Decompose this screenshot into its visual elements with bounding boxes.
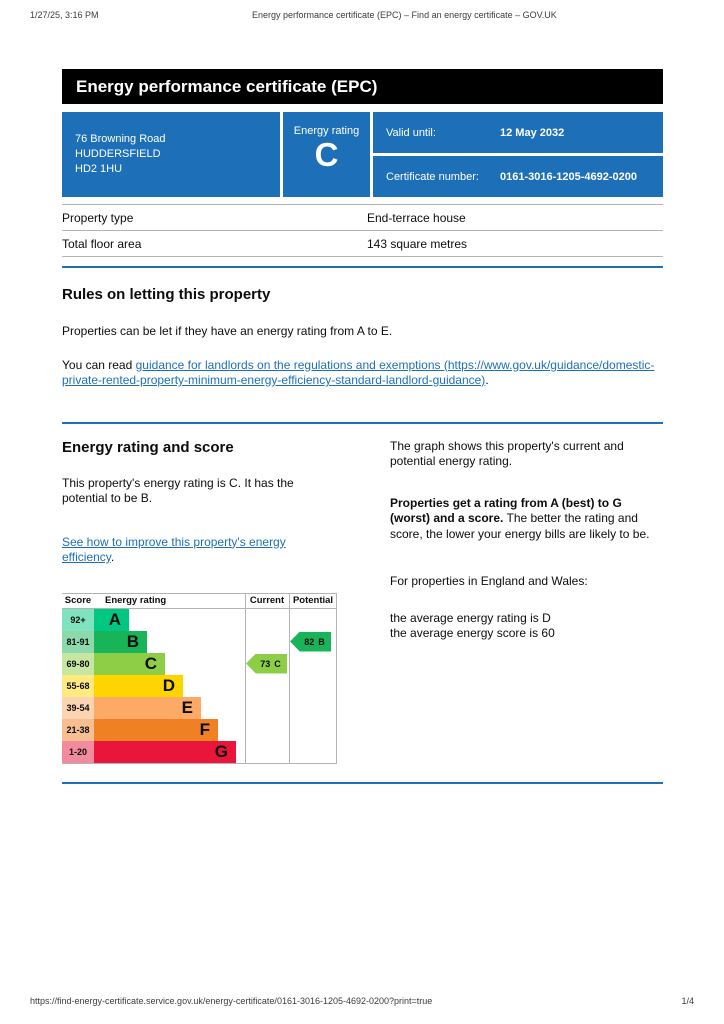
- rating-summary-paragraph: This property's energy rating is C. It h…: [62, 475, 294, 506]
- rules-heading: Rules on letting this property: [62, 286, 271, 303]
- band-score-range: 69-80: [62, 652, 94, 675]
- band-bar-F: F: [94, 718, 218, 741]
- chart-right-border: [336, 592, 337, 763]
- rules-paragraph: Properties can be let if they have an en…: [62, 324, 393, 338]
- rating-column-header: Energy rating: [105, 595, 167, 606]
- average-rating-line: the average energy rating is D: [390, 610, 551, 625]
- band-score-range: 81-91: [62, 630, 94, 653]
- epc-band-row: 1-20 G: [62, 740, 337, 763]
- improve-paragraph: See how to improve this property's energ…: [62, 535, 340, 566]
- address-line-3: HD2 1HU: [75, 163, 123, 175]
- certificate-number-label: Certificate number:: [386, 170, 479, 183]
- current-score: 73: [260, 658, 271, 669]
- england-wales-paragraph: For properties in England and Wales:: [390, 574, 588, 588]
- print-footer-url: https://find-energy-certificate.service.…: [30, 996, 433, 1006]
- guidance-text-prefix: You can read: [62, 357, 136, 372]
- score-column-header: Score: [64, 595, 92, 606]
- rating-scale-paragraph: Properties get a rating from A (best) to…: [390, 496, 663, 543]
- epc-banner: Energy performance certificate (EPC): [62, 69, 663, 104]
- floor-area-value: 143 square metres: [367, 236, 468, 251]
- section-divider: [62, 781, 663, 784]
- property-details-table: Property type End-terrace house Total fl…: [62, 204, 663, 257]
- summary-boxes: 76 Browning Road HUDDERSFIELD HD2 1HU En…: [62, 112, 663, 197]
- floor-area-label: Total floor area: [62, 236, 142, 251]
- improve-efficiency-link[interactable]: See how to improve this property's energ…: [62, 534, 286, 565]
- potential-band: B: [318, 636, 325, 647]
- valid-until-value: 12 May 2032: [500, 126, 565, 139]
- potential-column-header: Potential: [292, 595, 334, 606]
- band-bar-C: C: [94, 652, 165, 675]
- band-bar-D: D: [94, 674, 183, 697]
- potential-column-divider: [289, 592, 290, 763]
- certificate-meta: Valid until: 12 May 2032 Certificate num…: [373, 112, 663, 197]
- current-arrow: 73 C: [246, 653, 287, 674]
- rules-guidance-paragraph: You can read guidance for landlords on t…: [62, 358, 663, 389]
- rating-section: Energy rating and score This property's …: [62, 424, 663, 764]
- certificate-page: Energy performance certificate (EPC) 76 …: [62, 69, 663, 784]
- epc-band-row: 55-68 D: [62, 674, 337, 697]
- table-row: Property type End-terrace house: [62, 204, 663, 231]
- print-footer-page-number: 1/4: [681, 996, 694, 1006]
- epc-rows: 92+ A 81-91 B 69-80 C 55-68 D 39-54 E 21-38 F 1-20 G: [62, 608, 337, 763]
- energy-rating-value: C: [314, 136, 339, 173]
- band-bar-B: B: [94, 630, 147, 653]
- landlord-guidance-link[interactable]: guidance for landlords on the regulation…: [62, 357, 655, 388]
- band-score-range: 21-38: [62, 718, 94, 741]
- rating-heading: Energy rating and score: [62, 438, 234, 456]
- band-score-range: 39-54: [62, 696, 94, 719]
- print-timestamp: 1/27/25, 3:16 PM: [30, 10, 99, 20]
- epc-band-row: 69-80 C: [62, 652, 337, 675]
- energy-rating-box: Energy rating C: [283, 112, 370, 197]
- averages-paragraph: the average energy rating is D the avera…: [390, 611, 663, 642]
- current-column-divider: [245, 592, 246, 763]
- current-column-header: Current: [249, 595, 285, 606]
- current-band: C: [274, 658, 281, 669]
- band-score-range: 92+: [62, 608, 94, 631]
- certificate-number-value: 0161-3016-1205-4692-0200: [500, 170, 638, 183]
- certificate-number-box: Certificate number: 0161-3016-1205-4692-…: [373, 156, 663, 197]
- explainer-column: The graph shows this property's current …: [390, 438, 663, 764]
- epc-band-row: 81-91 B: [62, 630, 337, 653]
- epc-banner-title: Energy performance certificate (EPC): [76, 76, 378, 96]
- guidance-text-suffix: .: [485, 373, 489, 387]
- epc-band-row: 92+ A: [62, 608, 337, 631]
- rating-column: Energy rating and score This property's …: [62, 438, 340, 764]
- energy-rating-label: Energy rating: [293, 125, 360, 137]
- average-score-line: the average energy score is 60: [390, 626, 555, 640]
- print-page-title: Energy performance certificate (EPC) – F…: [252, 10, 557, 20]
- band-bar-A: A: [94, 608, 129, 631]
- epc-chart: Score Energy rating Current Potential 92…: [62, 592, 337, 764]
- epc-band-row: 21-38 F: [62, 718, 337, 741]
- address-line-2: HUDDERSFIELD: [75, 148, 161, 160]
- property-address: 76 Browning Road HUDDERSFIELD HD2 1HU: [62, 112, 280, 197]
- valid-until-box: Valid until: 12 May 2032: [373, 112, 663, 153]
- potential-arrow: 82 B: [290, 631, 331, 652]
- band-bar-E: E: [94, 696, 201, 719]
- section-divider: [62, 266, 663, 268]
- graph-explainer-paragraph: The graph shows this property's current …: [390, 438, 624, 469]
- property-type-value: End-terrace house: [367, 210, 466, 225]
- potential-score: 82: [304, 636, 315, 647]
- rating-scale-bold: Properties get a rating from A (best) to…: [390, 495, 622, 526]
- band-score-range: 1-20: [62, 740, 94, 763]
- property-type-label: Property type: [62, 210, 134, 225]
- address-line-1: 76 Browning Road: [75, 133, 166, 145]
- epc-band-row: 39-54 E: [62, 696, 337, 719]
- section-divider: [62, 421, 663, 424]
- valid-until-label: Valid until:: [386, 126, 436, 139]
- improve-link-suffix: .: [110, 550, 115, 564]
- epc-chart-header: Score Energy rating Current Potential: [62, 592, 337, 609]
- rating-scale-rest: The better the rating and score, the low…: [390, 511, 650, 541]
- band-score-range: 55-68: [62, 674, 94, 697]
- band-bar-G: G: [94, 740, 236, 763]
- table-row: Total floor area 143 square metres: [62, 231, 663, 257]
